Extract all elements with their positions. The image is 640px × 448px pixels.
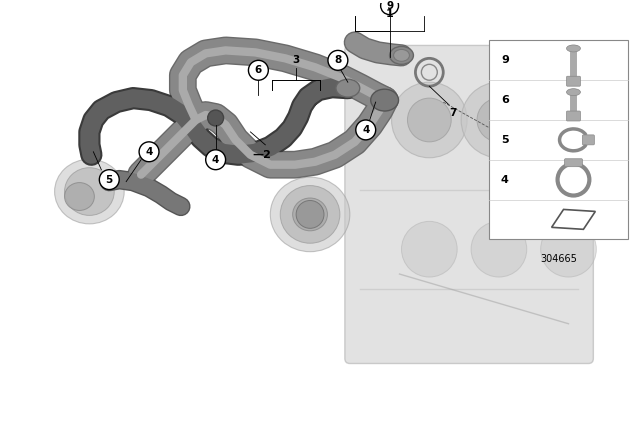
Ellipse shape [371, 89, 399, 111]
Ellipse shape [65, 168, 115, 215]
Ellipse shape [65, 183, 94, 211]
Circle shape [356, 120, 376, 140]
FancyBboxPatch shape [345, 45, 593, 363]
Ellipse shape [390, 47, 413, 65]
Text: 4: 4 [362, 125, 369, 135]
Text: 5: 5 [501, 135, 509, 145]
Circle shape [296, 201, 324, 228]
FancyBboxPatch shape [566, 76, 580, 86]
Ellipse shape [292, 198, 328, 231]
Text: —2: —2 [252, 150, 271, 160]
Circle shape [547, 98, 590, 142]
FancyBboxPatch shape [489, 40, 628, 239]
FancyBboxPatch shape [582, 135, 595, 145]
Text: 4: 4 [212, 155, 220, 165]
Circle shape [461, 82, 537, 158]
Text: 7: 7 [449, 108, 457, 118]
Circle shape [408, 98, 451, 142]
Text: 6: 6 [255, 65, 262, 75]
Text: 304665: 304665 [540, 254, 577, 264]
Polygon shape [552, 210, 595, 229]
Text: 3: 3 [292, 55, 300, 65]
Ellipse shape [270, 177, 350, 252]
Ellipse shape [566, 45, 580, 52]
Circle shape [99, 170, 119, 190]
Circle shape [207, 110, 223, 126]
Circle shape [531, 82, 606, 158]
Circle shape [139, 142, 159, 162]
Circle shape [248, 60, 268, 80]
Circle shape [381, 0, 399, 15]
Ellipse shape [394, 49, 410, 61]
FancyBboxPatch shape [566, 111, 580, 121]
Circle shape [205, 150, 225, 170]
Circle shape [471, 221, 527, 277]
Ellipse shape [566, 89, 580, 95]
Text: 1: 1 [386, 9, 394, 19]
Text: 9: 9 [386, 0, 393, 11]
Circle shape [401, 221, 457, 277]
Ellipse shape [280, 185, 340, 243]
Ellipse shape [54, 159, 124, 224]
Text: 4: 4 [501, 175, 509, 185]
Ellipse shape [336, 79, 360, 97]
Text: 4: 4 [145, 147, 153, 157]
Circle shape [374, 94, 390, 110]
Text: 8: 8 [334, 56, 342, 65]
Circle shape [477, 98, 521, 142]
Text: 6: 6 [501, 95, 509, 105]
Circle shape [328, 51, 348, 70]
Circle shape [392, 82, 467, 158]
Text: 5: 5 [106, 175, 113, 185]
FancyBboxPatch shape [564, 159, 582, 167]
Circle shape [541, 221, 596, 277]
Text: 9: 9 [501, 56, 509, 65]
